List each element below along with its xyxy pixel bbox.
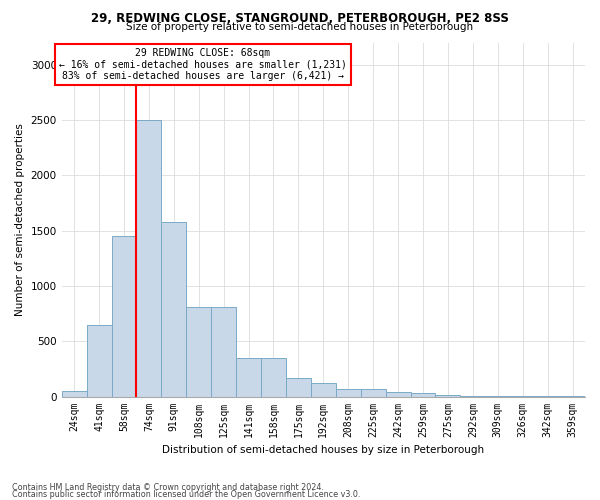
Bar — [86, 324, 112, 396]
Bar — [186, 307, 211, 396]
Text: Size of property relative to semi-detached houses in Peterborough: Size of property relative to semi-detach… — [127, 22, 473, 32]
Text: Contains HM Land Registry data © Crown copyright and database right 2024.: Contains HM Land Registry data © Crown c… — [12, 484, 324, 492]
Bar — [261, 358, 286, 397]
Bar — [136, 120, 161, 396]
Bar — [236, 358, 261, 397]
Bar — [386, 392, 410, 396]
Text: 29 REDWING CLOSE: 68sqm
← 16% of semi-detached houses are smaller (1,231)
83% of: 29 REDWING CLOSE: 68sqm ← 16% of semi-de… — [59, 48, 347, 81]
Bar — [410, 393, 436, 396]
Text: Contains public sector information licensed under the Open Government Licence v3: Contains public sector information licen… — [12, 490, 361, 499]
Bar — [311, 384, 336, 396]
Text: 29, REDWING CLOSE, STANGROUND, PETERBOROUGH, PE2 8SS: 29, REDWING CLOSE, STANGROUND, PETERBORO… — [91, 12, 509, 26]
Bar — [161, 222, 186, 396]
Bar — [62, 391, 86, 396]
Bar — [361, 389, 386, 396]
Bar — [286, 378, 311, 396]
Bar — [112, 236, 136, 396]
Y-axis label: Number of semi-detached properties: Number of semi-detached properties — [15, 123, 25, 316]
Bar — [336, 389, 361, 396]
Bar — [211, 307, 236, 396]
X-axis label: Distribution of semi-detached houses by size in Peterborough: Distribution of semi-detached houses by … — [162, 445, 484, 455]
